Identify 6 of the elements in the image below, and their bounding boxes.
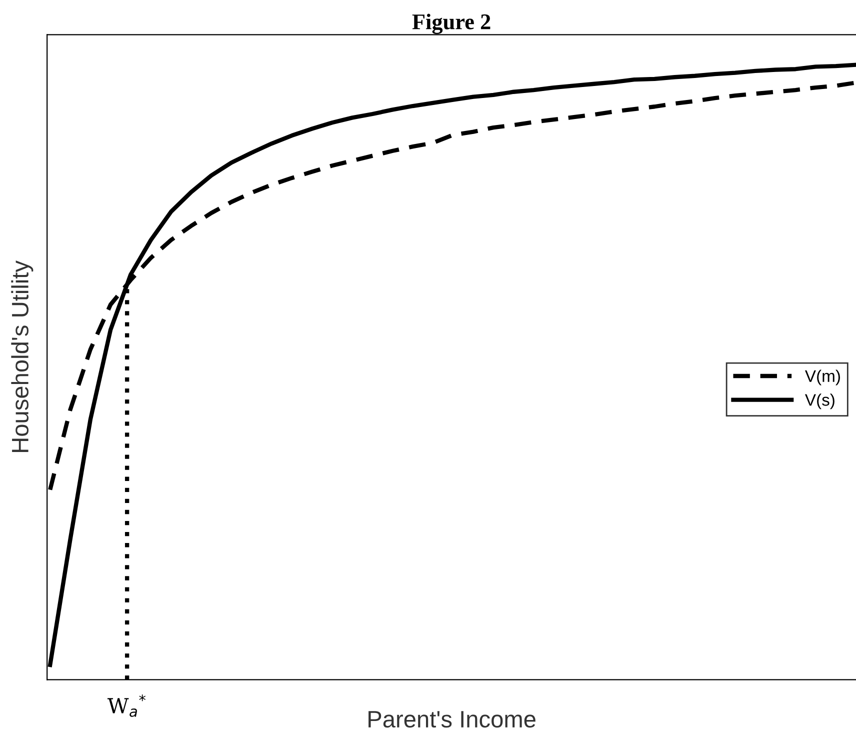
x-axis-title: Parent's Income — [368, 711, 536, 728]
legend-label: V(m) — [804, 370, 840, 386]
text: W$_{a}$$^{*}$ — [107, 694, 146, 717]
chart-title: Figure 2 — [412, 14, 490, 34]
legend-label: V(s) — [804, 394, 834, 410]
y-axis-title: Household's Utility — [11, 260, 34, 452]
